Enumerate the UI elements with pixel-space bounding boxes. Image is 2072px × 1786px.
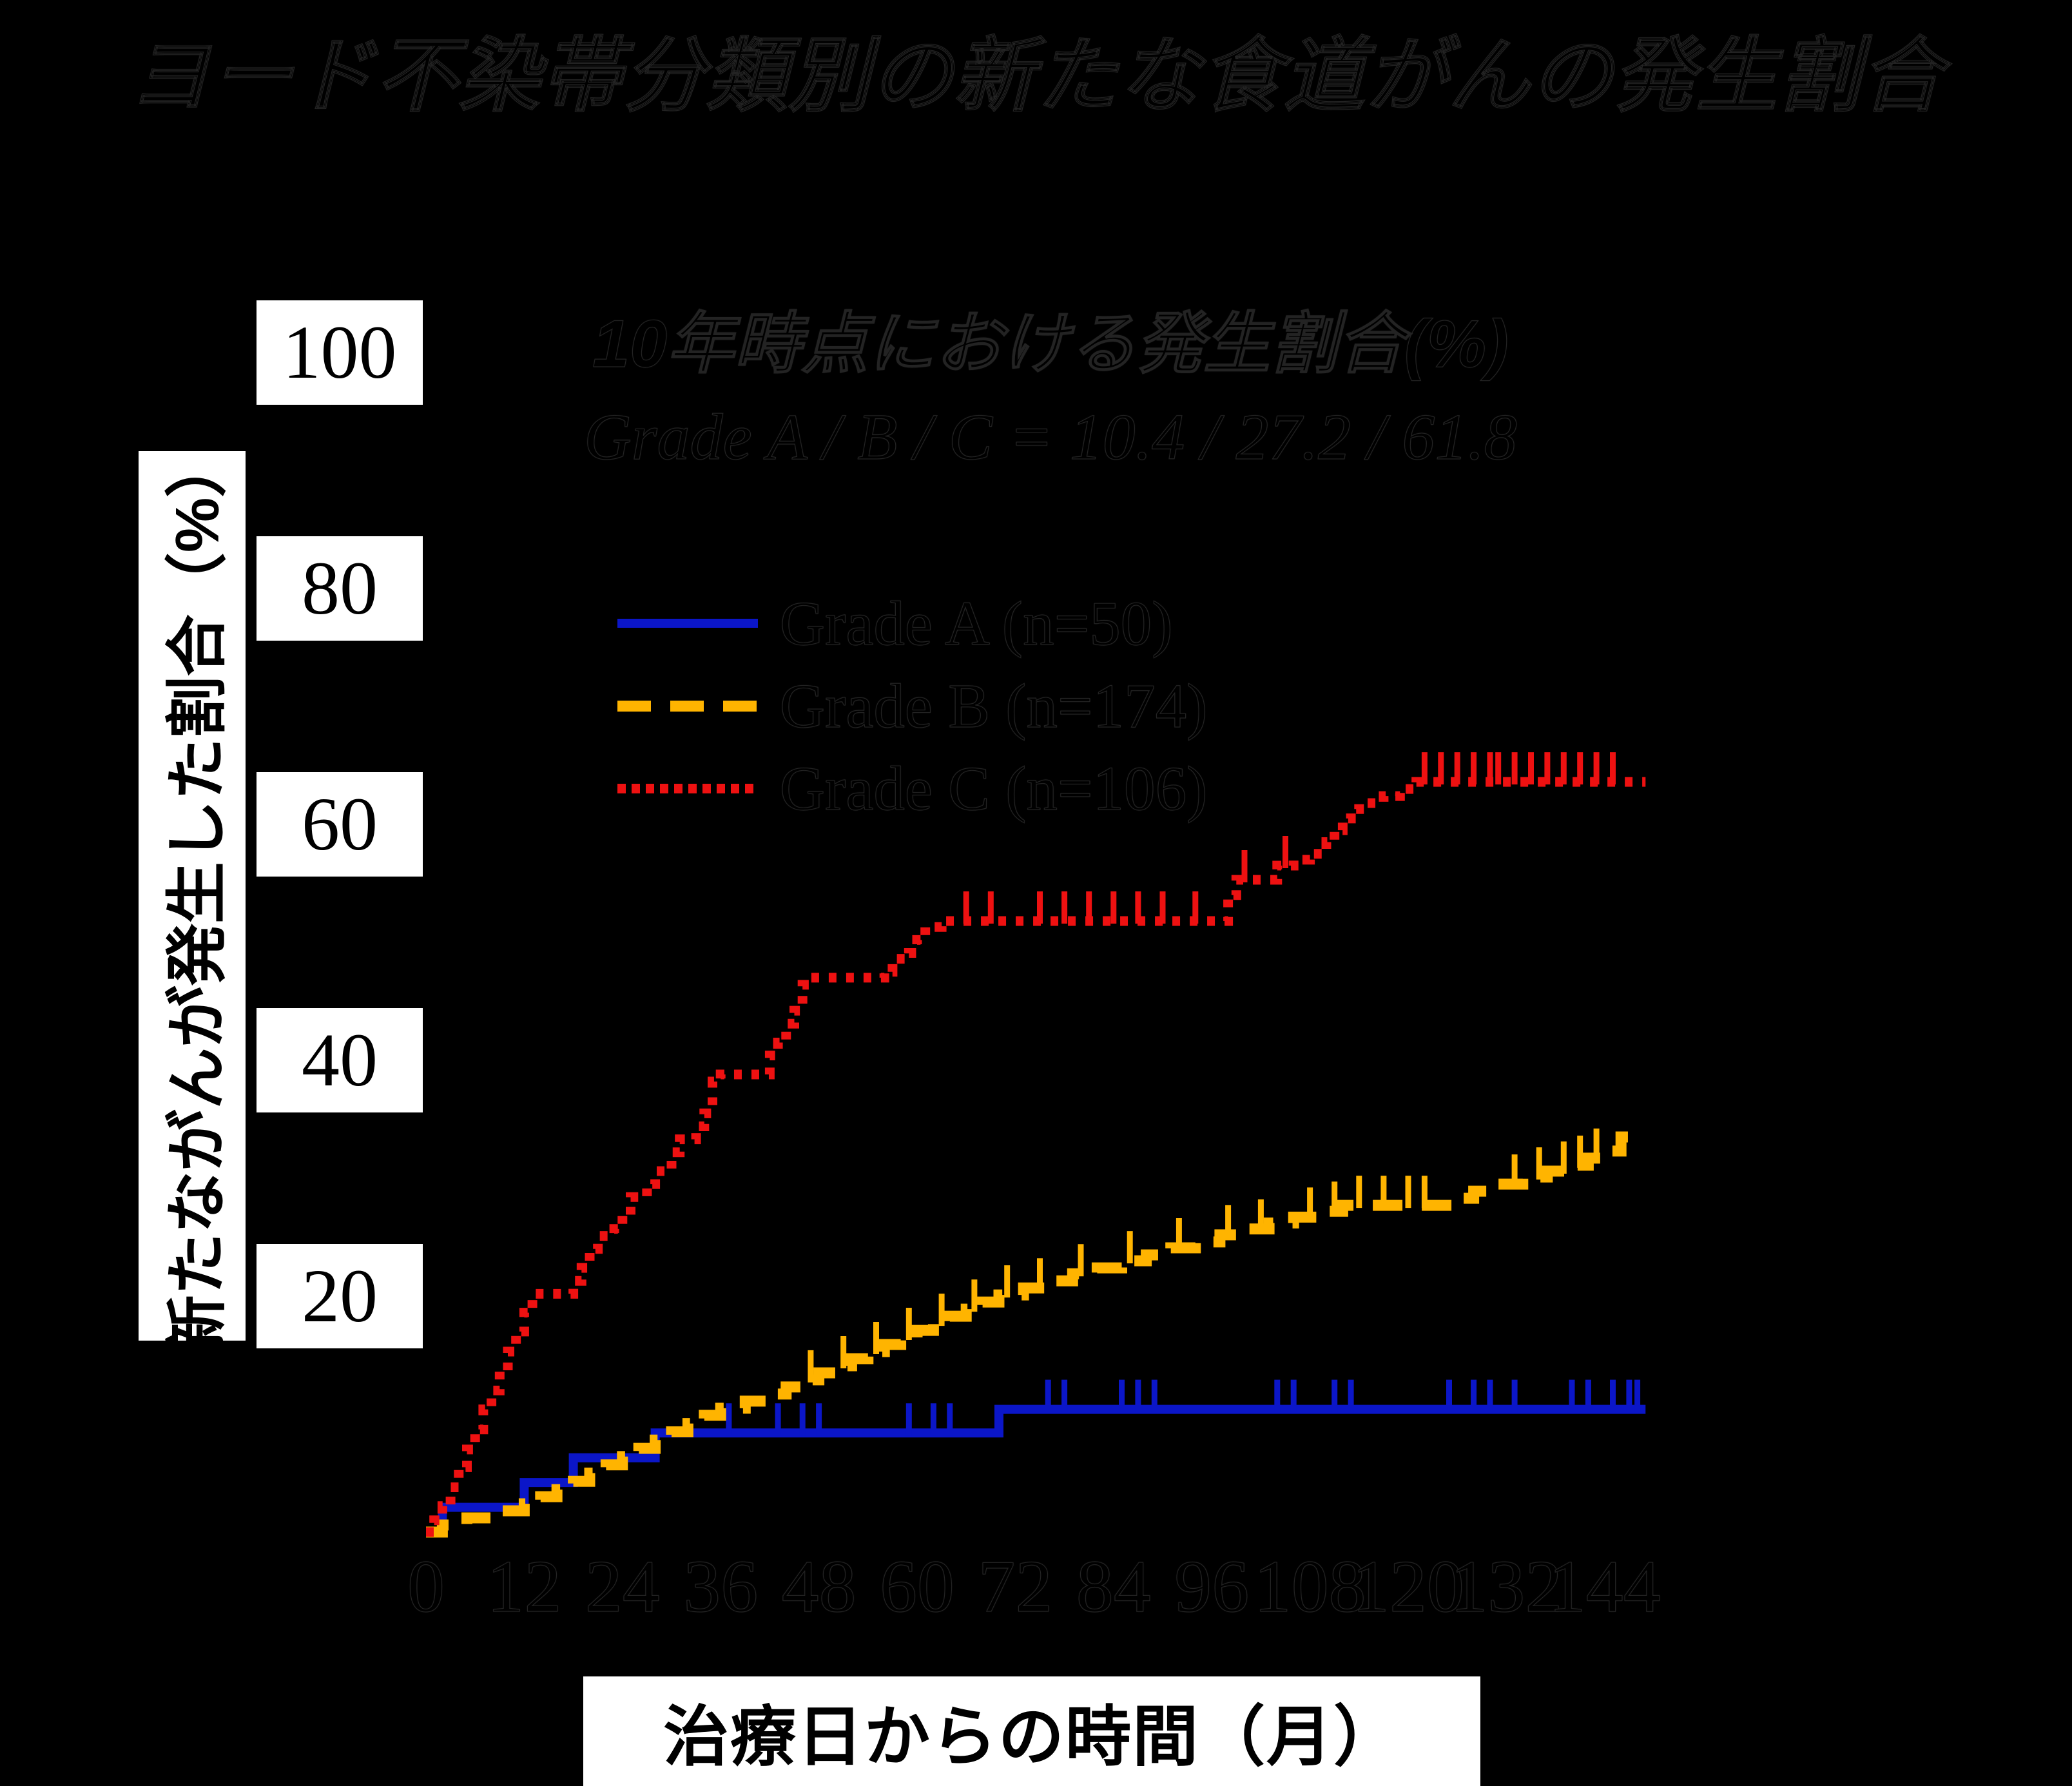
y-axis-label-box: 新たながんが発生した割合（%）	[139, 435, 246, 1357]
x-tick-label: 144	[1548, 1545, 1661, 1628]
y-tick-label: 60	[257, 772, 423, 877]
annotation-line1: 10年時点における発生割合(%)	[592, 307, 1509, 382]
legend-label-grade-a: Grade A (n=50)	[779, 588, 1173, 658]
x-tick-label: 24	[585, 1545, 660, 1628]
legend-line-sample-grade-a	[617, 619, 758, 628]
series-path-grade-a	[426, 1404, 1646, 1537]
y-tick-label: 100	[257, 300, 423, 405]
x-tick-label: 36	[683, 1545, 759, 1628]
chart-title: ヨード不染帯分類別の新たな食道がんの発生割合	[128, 30, 1944, 121]
legend-label-grade-b: Grade B (n=174)	[779, 671, 1208, 741]
x-tick-label: 108	[1254, 1545, 1366, 1628]
y-tick-label: 20	[257, 1244, 423, 1348]
x-axis-label: 治療日からの時間（月）	[663, 1700, 1400, 1774]
legend-label-grade-c: Grade C (n=106)	[779, 753, 1208, 823]
legend-item-grade-b: Grade B (n=174)	[617, 665, 1208, 747]
x-tick-label: 96	[1174, 1545, 1250, 1628]
x-tick-label: 60	[879, 1545, 954, 1628]
x-tick-label: 48	[781, 1545, 857, 1628]
legend-item-grade-c: Grade C (n=106)	[617, 747, 1208, 830]
x-axis-label-box: 治療日からの時間（月）	[583, 1676, 1480, 1786]
x-tick-label: 120	[1351, 1545, 1464, 1628]
series-path-grade-b	[426, 1131, 1646, 1538]
y-tick-label: 40	[257, 1008, 423, 1112]
legend-item-grade-a: Grade A (n=50)	[617, 582, 1207, 665]
annotation: 10年時点における発生割合(%) Grade A / B / C = 10.4 …	[438, 307, 1663, 474]
legend: Grade A (n=50) Grade B (n=174) Grade C (n=…	[617, 582, 1208, 830]
x-tick-label: 72	[978, 1545, 1053, 1628]
series-path-grade-c	[426, 777, 1646, 1537]
legend-line-sample-grade-b	[617, 700, 758, 712]
x-tick-label: 0	[407, 1545, 445, 1628]
y-tick-label: 80	[257, 536, 423, 641]
legend-line-sample-grade-c	[617, 783, 758, 793]
x-tick-label: 12	[487, 1545, 562, 1628]
x-tick-label: 132	[1450, 1545, 1563, 1628]
annotation-line2: Grade A / B / C = 10.4 / 27.2 / 61.8	[584, 401, 1518, 474]
x-tick-label: 84	[1076, 1545, 1151, 1628]
